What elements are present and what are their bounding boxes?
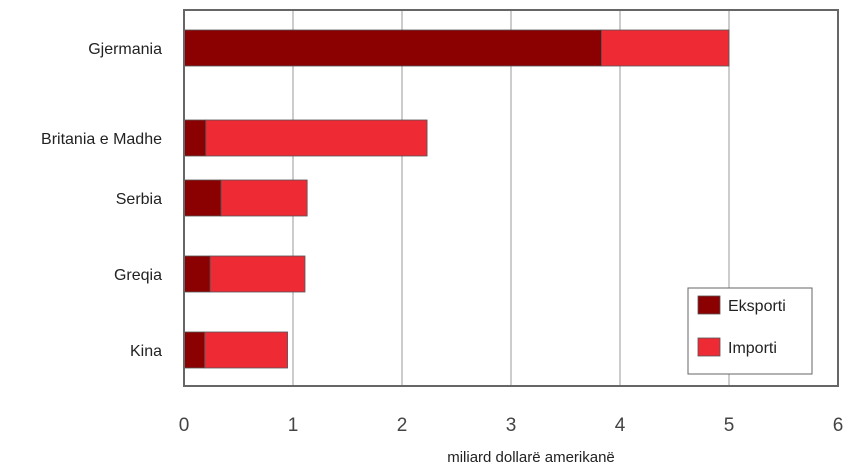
x-tick-label: 4 (615, 415, 626, 436)
legend-swatch (697, 295, 721, 315)
bar-eksporti (183, 119, 207, 157)
category-labels: Gjermania Britania e Madhe Serbia Greqia Kin… (41, 41, 162, 360)
bar-eksporti (183, 29, 602, 67)
category-label: Gjermania (88, 41, 162, 58)
bar-eksporti (183, 331, 206, 369)
bar-importi (601, 29, 730, 67)
bars (183, 29, 730, 369)
bar-eksporti (183, 255, 211, 293)
bar-importi (204, 331, 288, 369)
x-axis-title: miliard dollarë amerikanë (447, 449, 615, 466)
category-label: Britania e Madhe (41, 131, 162, 148)
x-tick-label: 5 (724, 415, 735, 436)
bar-importi (205, 119, 428, 157)
category-label: Greqia (114, 267, 162, 284)
category-label: Kina (130, 343, 162, 360)
plot-frame (183, 9, 839, 387)
legend-swatch (697, 337, 721, 357)
category-label: Serbia (116, 191, 162, 208)
x-tick-label: 3 (506, 415, 517, 436)
bar-importi (220, 179, 308, 217)
legend-label: Importi (728, 340, 777, 357)
x-tick-label: 0 (179, 415, 190, 436)
x-tick-label: 6 (833, 415, 844, 436)
grid-lines (292, 10, 730, 386)
bar-eksporti (183, 179, 222, 217)
legend-label: Eksporti (728, 298, 786, 315)
x-tick-label: 1 (288, 415, 299, 436)
legend: Eksporti Importi (687, 287, 813, 375)
bar-importi (209, 255, 306, 293)
x-tick-labels: 0 1 2 3 4 5 6 (179, 415, 844, 436)
x-tick-label: 2 (397, 415, 408, 436)
